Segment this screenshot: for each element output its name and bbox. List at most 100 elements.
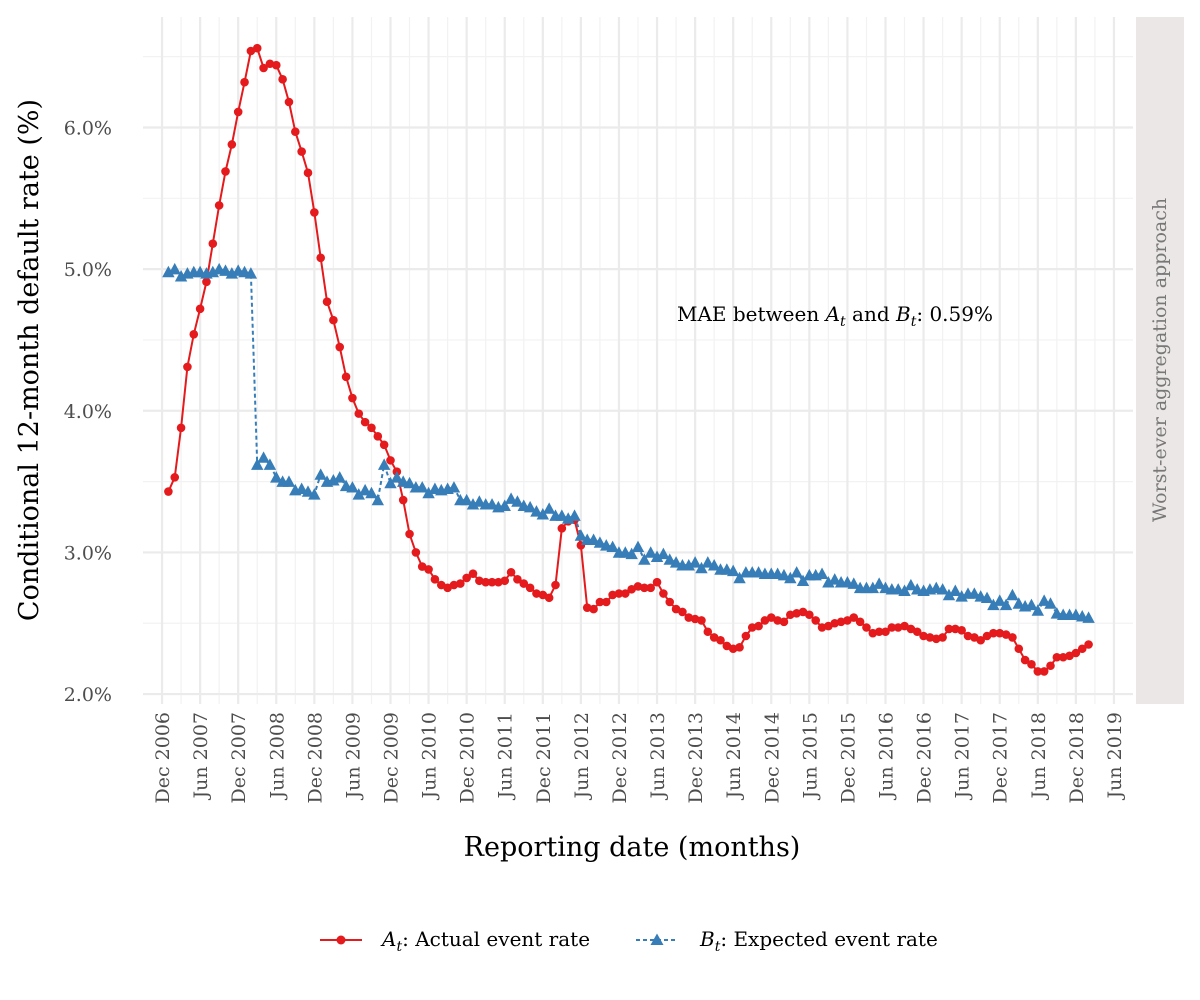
data-point xyxy=(1082,611,1095,623)
data-point xyxy=(498,499,511,511)
data-point xyxy=(657,547,670,560)
data-point xyxy=(422,486,435,499)
data-point xyxy=(815,567,829,579)
annotation-sub-b: t xyxy=(911,314,917,330)
x-tick-label: Jun 2017 xyxy=(952,712,974,800)
data-point xyxy=(373,431,383,441)
data-point xyxy=(707,558,721,571)
data-point xyxy=(170,473,180,482)
x-tick-label: Dec 2007 xyxy=(228,712,250,804)
x-tick-label: Dec 2017 xyxy=(990,712,1012,804)
x-tick-label: Jun 2008 xyxy=(266,712,288,800)
data-point xyxy=(252,43,262,53)
data-point xyxy=(849,613,859,622)
data-point xyxy=(1039,667,1049,676)
y-axis-ticks: 2.0% 3.0% 4.0% 5.0% 6.0% xyxy=(64,117,112,706)
data-point xyxy=(485,498,499,510)
x-tick-label: Dec 2006 xyxy=(152,712,174,804)
data-point xyxy=(473,495,486,507)
data-point xyxy=(341,372,351,382)
data-point xyxy=(625,547,638,560)
data-point xyxy=(601,597,611,607)
data-point xyxy=(987,598,1000,611)
data-point xyxy=(663,553,676,565)
data-point xyxy=(968,587,981,599)
data-point xyxy=(805,610,814,620)
data-point xyxy=(348,393,357,403)
x-tick-label: Dec 2011 xyxy=(533,712,555,804)
data-point xyxy=(251,458,264,470)
data-point xyxy=(887,623,897,632)
data-point xyxy=(257,451,270,463)
data-point xyxy=(862,623,871,632)
data-point xyxy=(430,575,440,584)
x-tick-label: Dec 2008 xyxy=(304,712,326,804)
data-point xyxy=(811,616,820,625)
y-tick-label: 2.0% xyxy=(64,684,112,706)
data-point xyxy=(874,627,884,637)
data-point xyxy=(271,60,281,70)
legend-symbol-actual: A xyxy=(380,927,396,951)
data-point xyxy=(631,540,645,553)
legend-label-actual: At: Actual event rate xyxy=(380,927,590,955)
legend-item-expected: Bt: Expected event rate xyxy=(636,927,938,955)
legend-marker-expected xyxy=(650,933,664,945)
data-point xyxy=(164,487,173,496)
data-point xyxy=(638,553,651,565)
data-point xyxy=(233,107,243,117)
data-point xyxy=(500,576,510,586)
data-point xyxy=(574,529,588,541)
legend-text-actual: : Actual event rate xyxy=(402,927,590,951)
data-point xyxy=(678,607,687,617)
annotation-suffix: : 0.59% xyxy=(916,302,993,326)
data-point xyxy=(1037,594,1051,606)
data-point xyxy=(695,561,708,574)
data-point xyxy=(214,201,224,210)
data-point xyxy=(828,573,841,585)
data-point xyxy=(640,583,649,593)
data-point xyxy=(301,485,315,497)
data-point xyxy=(754,621,763,631)
legend-item-actual: At: Actual event rate xyxy=(320,927,590,955)
annotation-a: A xyxy=(824,302,840,326)
data-point xyxy=(259,63,268,73)
data-point xyxy=(377,458,391,470)
data-point xyxy=(688,556,702,568)
annotation-b: B xyxy=(895,302,911,326)
data-point xyxy=(481,577,490,587)
x-axis-title: Reporting date (months) xyxy=(464,832,801,863)
data-point xyxy=(568,509,581,521)
data-point xyxy=(1014,644,1024,654)
annotation-mid: and xyxy=(846,302,896,326)
data-point xyxy=(303,168,313,178)
data-point xyxy=(416,481,429,493)
data-point xyxy=(278,75,287,84)
data-point xyxy=(938,633,947,642)
data-point xyxy=(530,505,543,517)
data-point xyxy=(716,635,725,645)
facet-strip xyxy=(1136,17,1184,704)
data-point xyxy=(316,253,325,263)
data-point xyxy=(1044,597,1057,609)
data-point xyxy=(360,417,370,427)
data-point xyxy=(460,493,473,506)
data-point xyxy=(701,556,715,568)
data-point xyxy=(936,583,949,595)
data-point xyxy=(329,315,338,325)
y-axis-title: Conditional 12-month default rate (%) xyxy=(14,99,45,621)
y-tick-label: 3.0% xyxy=(64,542,112,564)
data-point xyxy=(308,488,321,500)
data-point xyxy=(335,342,345,352)
data-point xyxy=(390,471,404,483)
x-tick-label: Dec 2016 xyxy=(914,712,936,804)
data-point xyxy=(659,589,668,598)
x-tick-label: Jun 2009 xyxy=(342,712,364,800)
data-point xyxy=(379,440,389,450)
data-point xyxy=(881,627,890,637)
data-point xyxy=(322,297,332,307)
data-point xyxy=(589,604,598,614)
data-point xyxy=(270,471,283,483)
data-point xyxy=(284,97,294,107)
data-point xyxy=(405,529,414,539)
annotation-prefix: MAE between xyxy=(677,302,826,326)
